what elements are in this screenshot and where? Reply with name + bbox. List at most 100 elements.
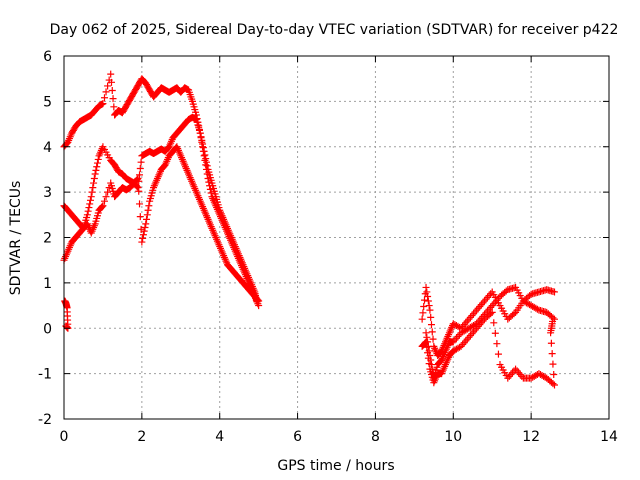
data-point — [468, 330, 476, 338]
data-point — [206, 185, 214, 193]
data-point — [134, 184, 142, 192]
data-point — [466, 313, 474, 321]
data-point — [102, 193, 110, 201]
series-evening-track-a — [418, 283, 558, 359]
data-point — [133, 183, 141, 191]
data-point — [490, 319, 498, 327]
data-point — [465, 315, 473, 323]
series-evening-track-c — [418, 308, 558, 389]
data-point — [419, 309, 427, 317]
data-point — [199, 143, 207, 151]
data-point — [255, 297, 263, 305]
data-point — [424, 297, 432, 305]
x-tick-label: 4 — [215, 429, 224, 445]
data-point — [516, 371, 524, 379]
data-point — [424, 354, 432, 362]
data-point — [86, 196, 94, 204]
data-point — [422, 283, 430, 291]
data-point — [494, 294, 502, 302]
y-tick-label: 6 — [43, 49, 52, 65]
y-axis-label: SDTVAR / TECUs — [8, 181, 24, 296]
data-point — [505, 372, 513, 380]
data-point — [420, 302, 428, 310]
data-point — [84, 207, 92, 215]
data-point — [465, 333, 473, 341]
y-tick-label: 4 — [43, 140, 52, 156]
data-point — [83, 211, 91, 219]
data-point — [144, 206, 152, 214]
data-point — [100, 94, 108, 102]
data-point — [423, 288, 431, 296]
data-point — [474, 304, 482, 312]
data-point — [140, 227, 148, 235]
data-point — [139, 231, 147, 239]
data-point — [141, 224, 149, 232]
data-point — [198, 138, 206, 146]
data-point — [99, 202, 107, 210]
data-point — [551, 381, 558, 389]
data-point — [108, 86, 116, 94]
data-point — [549, 317, 557, 325]
data-point — [206, 182, 214, 190]
data-point — [136, 165, 144, 173]
data-point — [425, 302, 433, 310]
data-point — [493, 340, 501, 348]
data-point — [487, 310, 495, 318]
data-point — [473, 306, 481, 314]
data-point — [470, 310, 478, 318]
x-tick-label: 0 — [60, 429, 69, 445]
data-point — [549, 360, 557, 368]
data-point — [427, 321, 435, 329]
data-point — [425, 360, 433, 368]
data-point — [429, 335, 437, 343]
data-point — [488, 308, 496, 316]
data-point — [466, 332, 474, 340]
data-point — [90, 175, 98, 183]
data-point — [479, 299, 487, 307]
data-point — [135, 187, 143, 195]
data-point — [107, 78, 115, 86]
data-point — [454, 332, 462, 340]
data-point — [471, 308, 479, 316]
data-point — [547, 339, 555, 347]
data-point — [133, 175, 141, 183]
data-point — [91, 170, 99, 178]
y-tick-label: -1 — [38, 367, 52, 383]
data-point — [422, 338, 430, 346]
data-point — [104, 82, 112, 90]
data-point — [100, 197, 108, 205]
data-point — [142, 220, 150, 228]
data-point — [92, 166, 100, 174]
data-point — [99, 100, 107, 108]
data-point — [423, 343, 431, 351]
data-point — [200, 152, 208, 160]
chart-title: Day 062 of 2025, Sidereal Day-to-day VTE… — [50, 22, 619, 38]
data-point — [488, 302, 496, 310]
y-tick-label: 2 — [43, 231, 52, 247]
data-point — [139, 234, 147, 242]
data-point — [85, 204, 93, 212]
data-point — [136, 200, 144, 208]
x-tick-label: 14 — [600, 429, 618, 445]
data-point — [487, 303, 495, 311]
data-point — [199, 147, 207, 155]
data-point — [491, 329, 499, 337]
x-tick-label: 2 — [137, 429, 146, 445]
data-point — [203, 170, 211, 178]
data-point — [205, 178, 213, 186]
data-point — [484, 293, 492, 301]
data-point — [480, 297, 488, 305]
data-point — [421, 339, 429, 347]
data-point — [510, 310, 518, 318]
data-point — [428, 328, 436, 336]
data-point — [456, 323, 464, 331]
series-early-fragment — [61, 297, 72, 332]
data-point — [508, 369, 516, 377]
data-point — [196, 129, 204, 137]
data-point — [102, 88, 110, 96]
data-point — [90, 179, 98, 187]
data-point — [109, 95, 117, 103]
data-point — [452, 334, 460, 342]
